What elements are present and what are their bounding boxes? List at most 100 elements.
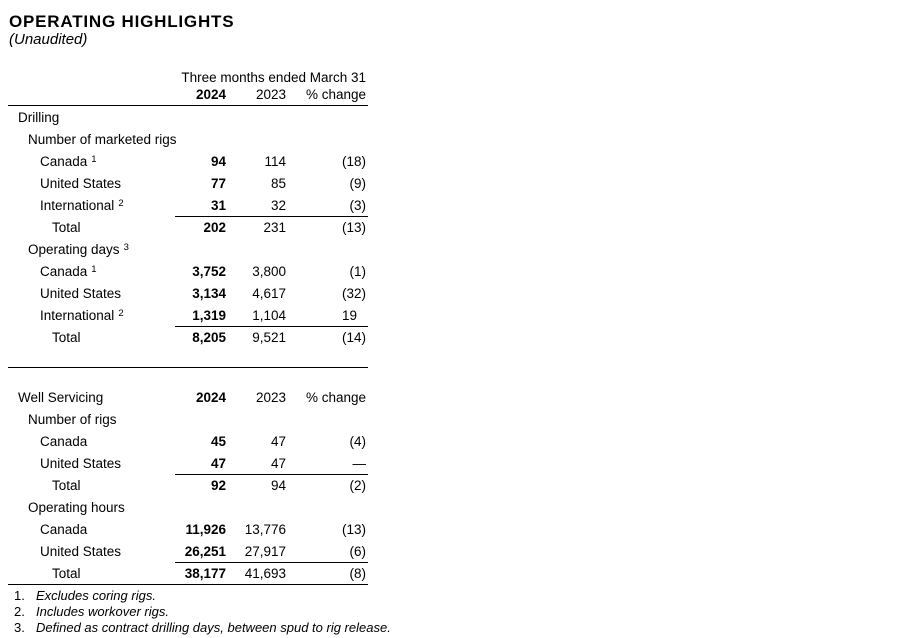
table-row-united-states: United States 3,134 4,617 (32) (8, 282, 368, 304)
table-row-total: Total 8,205 9,521 (14) (8, 326, 368, 348)
value-2024: 2024 (195, 389, 226, 405)
value-2023: 114 (264, 153, 286, 169)
row-values: 202 231 (13) (175, 216, 368, 238)
value-2023: 27,917 (244, 543, 286, 559)
value-change: (8) (349, 566, 367, 581)
row-label: United States (40, 285, 122, 301)
table-row-total: Total 38,177 41,693 (8) (8, 562, 368, 584)
row-values: 11,926 13,776 (13) (175, 518, 368, 540)
value-change: (14) (341, 330, 366, 345)
column-header-change: % change (305, 87, 366, 102)
value-2024: 38,177 (184, 566, 226, 581)
row-values: 45 47 (4) (175, 430, 368, 452)
row-label: Number of rigs (28, 411, 117, 427)
column-header-2023: 2023 (255, 87, 286, 102)
footnote-number: 3. (14, 620, 25, 635)
row-values: 38,177 41,693 (8) (175, 562, 368, 584)
row-label: United States (40, 455, 122, 471)
row-label: Canada 1 (40, 263, 97, 279)
value-2023: 231 (263, 220, 286, 235)
footnote-text: Includes workover rigs. (36, 604, 169, 619)
row-label: Total (52, 565, 81, 581)
row-label: Well Servicing (18, 389, 104, 405)
footnote-ref: 2 (118, 197, 124, 209)
value-2024: 3,134 (192, 285, 226, 301)
value-change: 19 (341, 307, 357, 323)
row-label: United States (40, 175, 122, 191)
row-values: 3,752 3,800 (1) (175, 260, 368, 282)
value-2023: 47 (270, 455, 286, 471)
footnote: 1. Excludes coring rigs. (14, 588, 897, 604)
row-values: 26,251 27,917 (6) (175, 540, 368, 562)
row-label: Canada (40, 433, 88, 449)
table-row-canada: Canada 1 3,752 3,800 (1) (8, 260, 368, 282)
value-2024: 8,205 (192, 330, 226, 345)
row-values: 8,205 9,521 (14) (175, 326, 368, 348)
table-row-united-states: United States 26,251 27,917 (6) (8, 540, 368, 562)
footnotes: 1. Excludes coring rigs. 2. Includes workov… (14, 588, 897, 636)
row-values: 31 32 (3) (175, 194, 368, 216)
value-2024: 45 (210, 433, 226, 449)
table-row-international: International 2 31 32 (3) (8, 194, 368, 216)
value-2023: 1,104 (252, 307, 286, 323)
table-row-drilling: Drilling (8, 106, 368, 128)
value-2024: 11,926 (185, 521, 226, 537)
row-label: Operating hours (28, 499, 125, 515)
row-values: 92 94 (2) (175, 474, 368, 496)
row-label: International 2 (40, 307, 124, 323)
table-row-canada: Canada 1 94 114 (18) (8, 150, 368, 172)
value-change: — (352, 455, 367, 471)
value-change: % change (305, 389, 366, 405)
value-change: (32) (341, 285, 366, 301)
page-subtitle: (Unaudited) (9, 31, 88, 48)
value-2024: 26,251 (184, 543, 226, 559)
value-2023: 4,617 (252, 285, 286, 301)
value-2024: 1,319 (192, 307, 226, 323)
row-label: Operating days 3 (28, 241, 129, 257)
value-2023: 13,776 (244, 521, 286, 537)
value-change: (18) (341, 153, 366, 169)
column-headers: 2024 2023 % change (175, 87, 368, 105)
row-label: International 2 (40, 197, 124, 213)
value-change: (1) (349, 263, 367, 279)
drilling-section: Drilling Number of marketed rigs Canada 1 94… (8, 106, 368, 348)
value-change: (9) (349, 175, 367, 191)
row-values: 3,134 4,617 (32) (175, 282, 368, 304)
footnote-ref: 2 (118, 307, 124, 319)
value-2024: 47 (210, 455, 226, 471)
row-label: United States (40, 543, 122, 559)
footnote-text: Excludes coring rigs. (36, 588, 156, 603)
table-row-operating-hours: Operating hours (8, 496, 368, 518)
page-title: OPERATING HIGHLIGHTS (9, 12, 235, 31)
table-row-canada: Canada 11,926 13,776 (13) (8, 518, 368, 540)
value-change: (6) (349, 543, 367, 559)
value-2024: 3,752 (192, 263, 226, 279)
footnote-ref: 1 (91, 153, 97, 165)
row-label: Canada 1 (40, 153, 97, 169)
value-2023: 41,693 (244, 566, 286, 581)
row-label: Number of marketed rigs (28, 131, 177, 147)
value-2023: 85 (270, 175, 286, 191)
footnote: 3. Defined as contract drilling days, bet… (14, 620, 897, 636)
well-servicing-section: Well Servicing 2024 2023 % change Number of … (8, 386, 368, 584)
row-values: 94 114 (18) (175, 150, 368, 172)
row-label: Total (52, 219, 81, 235)
value-2024: 77 (210, 175, 226, 191)
value-change: (4) (349, 433, 367, 449)
value-change: (13) (341, 521, 366, 537)
table-row-number-of-rigs: Number of rigs (8, 408, 368, 430)
column-header-2024: 2024 (195, 87, 226, 102)
value-2023: 94 (270, 478, 286, 493)
value-change: (3) (349, 197, 367, 213)
table-row-number-of-marketed-rigs: Number of marketed rigs (8, 128, 368, 150)
section-divider-line (8, 367, 368, 368)
value-change: (13) (341, 220, 366, 235)
value-2024: 31 (210, 197, 226, 213)
value-2023: 3,800 (252, 263, 286, 279)
row-label: Drilling (18, 109, 60, 125)
row-values: 47 47 — (175, 452, 368, 474)
footnote: 2. Includes workover rigs. (14, 604, 897, 620)
footnote-ref: 3 (123, 241, 129, 253)
footnote-number: 1. (14, 588, 25, 603)
operating-highlights-table: Three months ended March 31 2024 2023 % … (8, 69, 368, 585)
